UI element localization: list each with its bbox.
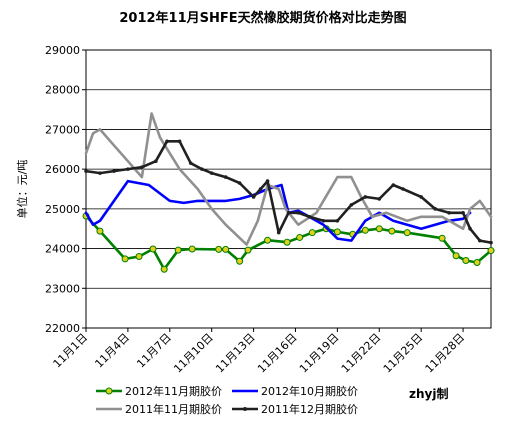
y-tick-label: 26000 [45,163,80,176]
x-tick-label: 11月13日 [213,331,258,376]
x-tick-label: 11月4日 [92,331,132,371]
data-point [391,183,396,187]
y-tick-label: 23000 [45,282,80,295]
data-point [473,258,481,266]
data-point [251,195,256,199]
data-point [209,171,214,175]
y-axis-ticks: 22000 23000 24000 25000 26000 27000 28000 29000 [45,44,86,335]
y-tick-label: 29000 [45,44,80,57]
x-tick-label: 11月25日 [381,331,426,376]
x-tick-label: 11月1日 [51,331,91,371]
data-point [174,246,182,254]
legend-item: 2012年10月期胶价 [232,384,358,398]
data-point [215,245,223,253]
data-point [296,233,304,241]
y-tick-label: 28000 [45,84,80,97]
data-point [258,187,263,191]
x-tick-label: 11月22日 [339,331,384,376]
data-point [84,169,88,173]
data-point [236,257,244,265]
data-point [265,179,270,183]
legend-item: 2012年11月期胶价 [96,384,222,398]
series-line [84,214,493,271]
data-point [188,245,196,253]
data-point [264,236,272,244]
legend-item: 2011年12月期胶价 [232,402,358,416]
data-point [283,238,291,246]
legend-label: 2011年11月期胶价 [125,402,222,416]
x-tick-label: 11月7日 [134,331,174,371]
legend-label: 2012年10月期胶价 [261,384,358,398]
data-point [468,226,472,231]
data-point [286,211,291,215]
data-point [403,229,411,237]
legend-marker [243,407,247,411]
author-note: zhyj制 [409,386,448,401]
data-point [200,167,204,171]
legend-marker [105,387,113,395]
data-point [361,226,369,234]
data-point [188,161,193,165]
data-point [489,240,493,245]
data-point [135,253,143,261]
y-axis-label: 单位：元/吨 [15,160,29,219]
data-point [478,238,482,243]
data-point [447,211,451,215]
data-point [333,228,341,236]
y-tick-label: 24000 [45,243,80,256]
data-point [140,165,144,169]
data-point [98,171,102,175]
data-point [307,215,312,219]
data-point [165,139,169,144]
legend-label: 2011年12月期胶价 [261,402,358,416]
data-point [388,227,396,235]
plot-area [85,49,492,329]
data-point [308,229,316,237]
data-point [433,207,437,211]
x-tick-label: 11月10日 [171,331,216,376]
y-tick-label: 22000 [45,322,80,335]
data-point [419,195,423,199]
data-point [276,230,281,235]
chart-title: 2012年11月SHFE天然橡胶期货价格对比走势图 [119,10,406,26]
data-point [160,265,168,273]
series-line [84,140,493,244]
x-tick-label: 11月19日 [297,331,342,376]
series-4 [84,139,493,245]
data-point [154,159,158,163]
data-point [126,167,130,171]
data-point [462,256,470,264]
data-point [237,181,242,185]
data-point [375,225,383,233]
y-tick-label: 25000 [45,203,80,216]
legend-item: 2011年11月期胶价 [96,402,222,416]
x-tick-label: 11月28日 [423,331,468,376]
legend-label: 2012年11月期胶价 [125,384,222,398]
data-point [321,218,326,223]
data-point [96,227,104,235]
x-axis-ticks: 11月1日 11月4日 11月7日11月10日11月13日11月16日11月19日1… [51,328,468,376]
data-point [296,211,301,215]
data-point [401,187,405,191]
data-point [349,203,354,207]
x-tick-label: 11月16日 [255,331,300,376]
data-point [222,245,230,253]
data-point [452,252,460,260]
data-point [335,218,340,223]
data-point [363,195,368,199]
data-point [121,255,129,263]
data-point [487,247,495,255]
data-point [223,175,228,179]
data-point [377,197,382,201]
data-point [244,246,252,254]
data-point [438,234,446,242]
data-point [112,169,116,173]
data-point [177,139,182,144]
y-tick-label: 27000 [45,123,80,136]
legend: 2012年11月期胶价 2012年10月期胶价 2011年11月期胶价 2011年12… [96,384,358,416]
data-point [149,245,157,253]
series-lines [82,112,495,273]
data-point [461,211,465,215]
